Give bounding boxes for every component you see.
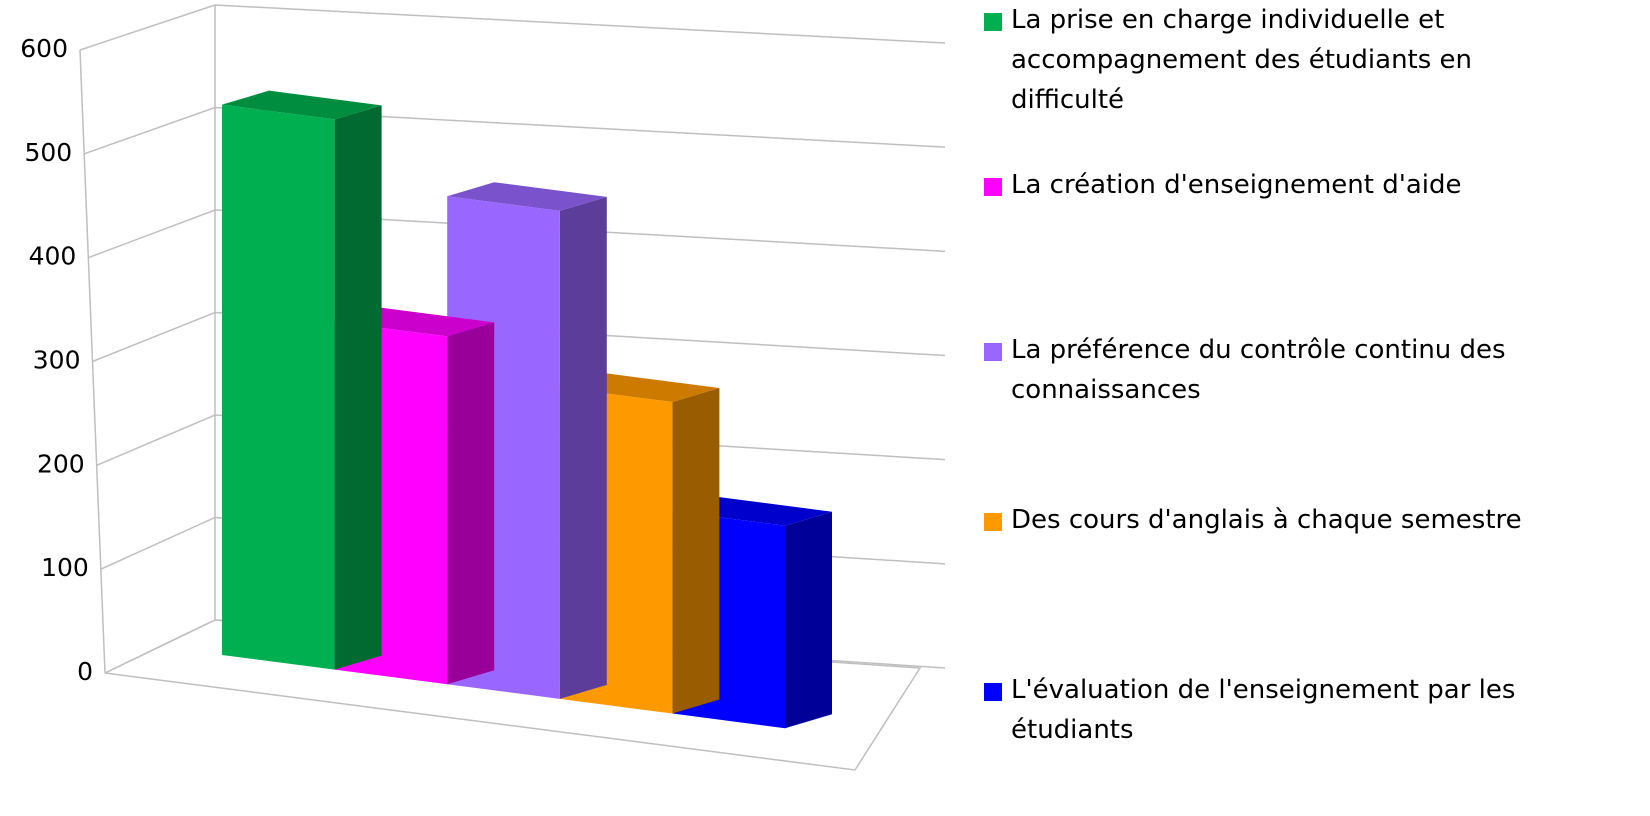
y-tick-label: 500	[24, 138, 72, 167]
bar-side	[559, 196, 607, 699]
grid-line	[83, 106, 946, 155]
bar-side	[334, 105, 382, 670]
bar-side	[447, 322, 495, 685]
legend-label: Des cours d'anglais à chaque semestre	[1011, 505, 1522, 535]
legend-swatch	[984, 13, 1002, 31]
y-tick-label: 600	[20, 34, 68, 63]
legend-label: La création d'enseignement d'aide	[1011, 170, 1462, 200]
y-tick-label: 400	[29, 242, 77, 271]
legend-label: L'évaluation de l'enseignement par les é…	[1011, 675, 1516, 745]
y-tick-label: 300	[33, 346, 81, 375]
bar-top	[222, 90, 382, 120]
legend-swatch	[984, 178, 1002, 196]
legend-label: La préférence du contrôle continu des co…	[1011, 335, 1506, 405]
bar-side	[672, 388, 720, 714]
bar-side	[785, 511, 832, 729]
grid-line	[92, 311, 946, 363]
bar	[222, 90, 382, 670]
grid-line	[88, 209, 946, 259]
legend-item: L'évaluation de l'enseignement par les é…	[984, 670, 1585, 750]
grid-line	[79, 4, 946, 51]
legend-item: Des cours d'anglais à chaque semestre	[984, 500, 1585, 540]
bar-top	[447, 182, 607, 211]
plot: 0 100 200 300 400 500 600	[20, 4, 946, 771]
legend-item: La création d'enseignement d'aide	[984, 165, 1585, 205]
y-tick-label: 100	[41, 553, 89, 582]
bar-front	[222, 104, 335, 670]
y-tick-label: 200	[37, 449, 85, 478]
legend-label: La prise en charge individuelle et accom…	[1011, 5, 1473, 115]
legend-swatch	[984, 513, 1002, 531]
legend-item: La prise en charge individuelle et accom…	[984, 0, 1585, 120]
legend-swatch	[984, 683, 1002, 701]
y-tick-label: 0	[77, 657, 93, 686]
legend-item: La préférence du contrôle continu des co…	[984, 330, 1585, 410]
legend-swatch	[984, 343, 1002, 361]
